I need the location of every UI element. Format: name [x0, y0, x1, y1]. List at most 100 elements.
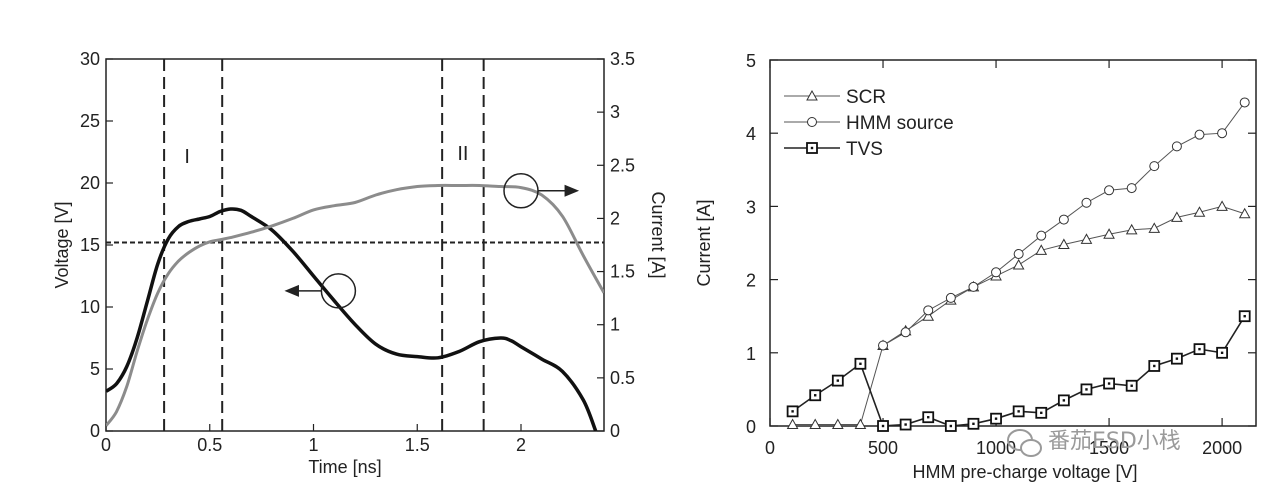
y-tick-label: 15: [80, 235, 100, 255]
scr-line: [792, 205, 1245, 426]
tvs-point: [1125, 379, 1138, 392]
tvs-point-dot: [791, 410, 794, 413]
y-tick-label: 2: [746, 271, 756, 291]
tvs-point: [877, 420, 889, 432]
left-arrow-head: [284, 284, 299, 297]
tvs-point-dot: [1175, 357, 1179, 360]
hmm-source-point: [923, 305, 934, 316]
hmm-source-point: [968, 281, 979, 292]
voltage-current-chart: 0 5 10 15 20 25 30 0 0.5 1 1.5 2 2.5 3 3.5 0 0.5 1 1.5 2 Tim…: [52, 49, 668, 477]
tvs-point: [1035, 406, 1048, 419]
scr-point: [1148, 222, 1161, 233]
plot-frame: [769, 59, 1257, 427]
y2-axis-label: Current [A]: [648, 191, 668, 278]
tvs-point: [854, 357, 867, 370]
tvs-point-dot: [1085, 388, 1088, 391]
tvs-point-dot: [904, 423, 907, 426]
hmm-source-point: [1081, 197, 1092, 208]
y-tick-label: 4: [746, 124, 756, 144]
tvs-point: [1170, 352, 1183, 365]
tvs-point-dot: [1062, 399, 1066, 402]
y2-tick-label: 0: [610, 421, 620, 441]
y2-tick-label: 2.5: [610, 155, 635, 175]
x-tick-label: 1500: [1089, 438, 1129, 458]
wechat-logo: [1007, 429, 1042, 457]
y-axis-label: Current [A]: [694, 199, 714, 286]
y-tick-label: 3: [746, 197, 756, 217]
tvs-point: [944, 420, 957, 432]
scr-point: [1012, 258, 1025, 270]
hmm-source-point: [1217, 128, 1228, 139]
y2-tick-label: 3.5: [610, 49, 635, 69]
tvs-point: [899, 418, 912, 431]
hmm-source-point: [1036, 230, 1047, 241]
tvs-point-dot: [994, 417, 998, 420]
tvs-point-dot: [859, 362, 862, 365]
tvs-point: [1103, 377, 1115, 390]
tvs-point: [967, 417, 980, 430]
tvs-point: [1193, 343, 1206, 356]
watermark-text: 番茄ESD小栈: [1048, 429, 1181, 454]
hmm-source-point: [1013, 248, 1024, 259]
x-tick-label: 1.5: [405, 435, 430, 455]
hmm-source-point: [991, 267, 1002, 278]
tvs-point-dot: [1220, 351, 1224, 354]
legend-label: SCR: [846, 87, 886, 108]
tvs-point-dot: [1198, 347, 1201, 351]
scr-point: [1216, 200, 1228, 211]
tvs-point-dot: [1130, 384, 1133, 387]
scr-point: [1058, 238, 1070, 249]
x-tick-label: 1000: [976, 438, 1016, 458]
current-vs-precharge-chart: 0 1 2 3 4 5 0 500 1000 1500 2000 HMM pre-charge vol…: [694, 51, 1257, 482]
hmm-source-point: [1104, 185, 1115, 196]
tvs-point-dot: [1153, 364, 1156, 368]
scr-point: [786, 418, 799, 430]
x-axis-label: HMM pre-charge voltage [V]: [912, 462, 1137, 482]
y-tick-label: 30: [80, 49, 100, 69]
scr-point: [854, 418, 867, 430]
x-tick-label: 0.5: [197, 435, 222, 455]
y2-tick-label: 1: [610, 315, 620, 335]
scr-point: [1035, 244, 1048, 255]
y-tick-label: 5: [746, 51, 756, 71]
hmm-source-point: [1058, 214, 1069, 225]
tvs-point: [806, 142, 818, 154]
y-tick-label: 5: [90, 359, 100, 379]
x-tick-label: 2000: [1202, 438, 1242, 458]
wechat-bubble-small: [1020, 439, 1042, 457]
x-tick-label: 0: [765, 438, 775, 458]
scr-point: [922, 310, 935, 321]
y-axis-label: Voltage [V]: [52, 201, 72, 288]
voltage-curve: [106, 207, 598, 431]
right-arrow-head: [564, 184, 580, 197]
legend: SCR HMM source TVS: [784, 87, 954, 160]
tvs-point-dot: [836, 379, 840, 382]
hmm-source-point: [900, 327, 911, 338]
tvs-point-dot: [927, 416, 930, 419]
hmm-source-point: [1126, 183, 1137, 194]
tvs-point: [809, 389, 822, 402]
scr-point: [1238, 207, 1251, 219]
tvs-point-dot: [1107, 382, 1111, 385]
hmm-source-point: [1171, 141, 1182, 152]
tvs-point-dot: [1040, 411, 1043, 415]
tvs-point-dot: [972, 422, 975, 426]
tvs-point: [786, 405, 799, 418]
tvs-point-dot: [814, 394, 817, 397]
scr-point: [806, 89, 818, 101]
y-tick-label: 1: [746, 344, 756, 364]
tvs-point: [1238, 310, 1251, 323]
current-curve: [106, 183, 604, 427]
tvs-point-dot: [1243, 315, 1246, 318]
y2-tick-label: 3: [610, 102, 620, 122]
scr-point: [1080, 233, 1093, 244]
tvs-point-dot: [1017, 410, 1020, 413]
tvs-point: [1148, 360, 1161, 372]
scr-point: [809, 418, 822, 430]
region-label-i: I: [184, 146, 190, 168]
tvs-point: [831, 374, 844, 387]
hmm-source-point: [1194, 129, 1205, 140]
tvs-point-dot: [881, 424, 885, 428]
tvs-point-dot: [810, 146, 814, 150]
